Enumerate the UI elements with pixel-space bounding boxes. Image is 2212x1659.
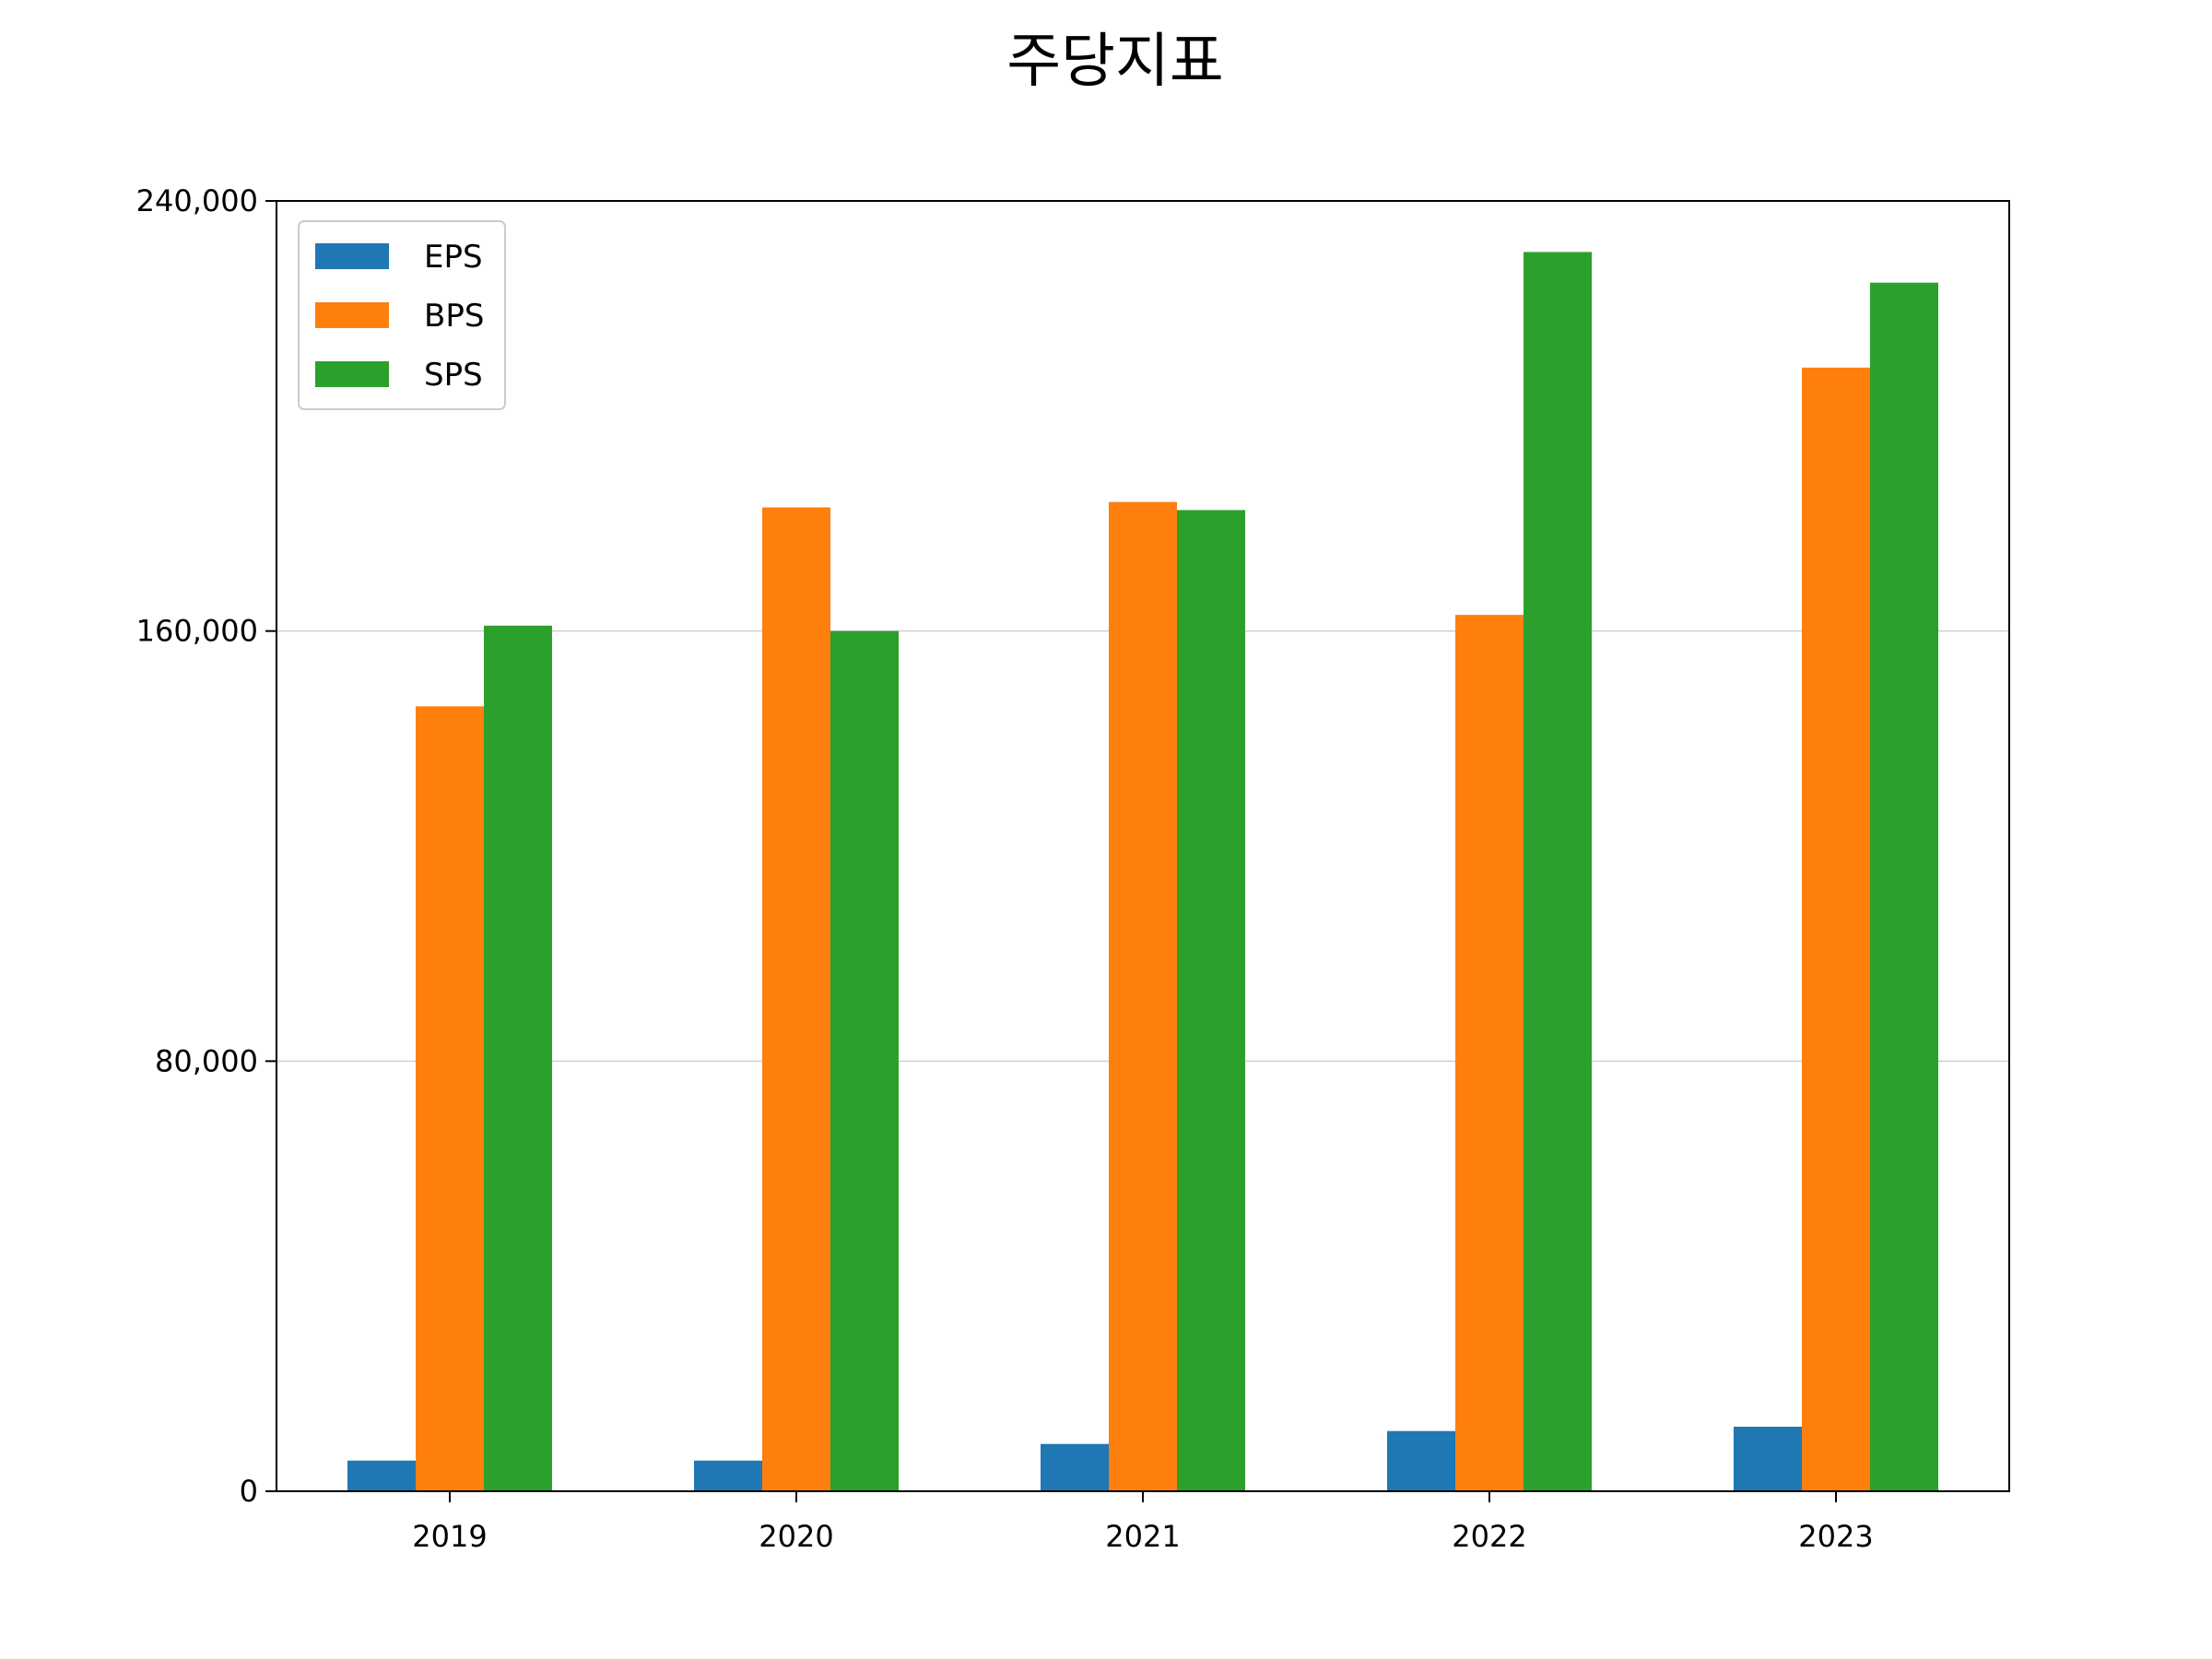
legend: EPS BPS SPS bbox=[298, 220, 506, 410]
bar-bps-2023 bbox=[1802, 367, 1870, 1491]
legend-swatch-eps bbox=[315, 243, 389, 269]
x-tick-label: 2022 bbox=[1452, 1519, 1526, 1554]
bar-sps-2021 bbox=[1177, 510, 1245, 1491]
x-tick-label: 2020 bbox=[759, 1519, 833, 1554]
y-tick-label: 160,000 bbox=[136, 614, 258, 649]
bar-sps-2019 bbox=[484, 625, 552, 1491]
bars bbox=[347, 252, 1938, 1492]
y-tick-label: 80,000 bbox=[155, 1043, 258, 1078]
x-tick-label: 2023 bbox=[1798, 1519, 1873, 1554]
bar-bps-2022 bbox=[1455, 615, 1524, 1491]
bar-bps-2020 bbox=[762, 507, 830, 1491]
legend-swatch-sps bbox=[315, 361, 389, 387]
y-tick-label: 0 bbox=[240, 1474, 258, 1509]
bar-eps-2021 bbox=[1041, 1443, 1109, 1491]
bar-eps-2020 bbox=[694, 1460, 762, 1491]
x-tick-label: 2019 bbox=[412, 1519, 487, 1554]
bar-eps-2019 bbox=[347, 1460, 416, 1491]
bar-sps-2022 bbox=[1524, 252, 1592, 1492]
legend-label-eps: EPS bbox=[424, 239, 483, 276]
y-tick-label: 240,000 bbox=[136, 183, 258, 218]
bar-eps-2023 bbox=[1734, 1427, 1802, 1491]
axes: 2019 2020 2021 2022 2023 0 80,000 160,000 240,00… bbox=[136, 183, 1874, 1554]
bar-sps-2023 bbox=[1870, 282, 1938, 1492]
legend-label-bps: BPS bbox=[424, 298, 484, 335]
legend-label-sps: SPS bbox=[424, 357, 483, 394]
chart-title: 주당지표 bbox=[1006, 28, 1224, 96]
bar-bps-2021 bbox=[1109, 501, 1177, 1491]
legend-swatch-bps bbox=[315, 302, 389, 328]
bar-eps-2022 bbox=[1387, 1430, 1455, 1491]
x-tick-label: 2021 bbox=[1105, 1519, 1180, 1554]
bar-sps-2020 bbox=[830, 630, 899, 1491]
bar-bps-2019 bbox=[416, 706, 484, 1491]
